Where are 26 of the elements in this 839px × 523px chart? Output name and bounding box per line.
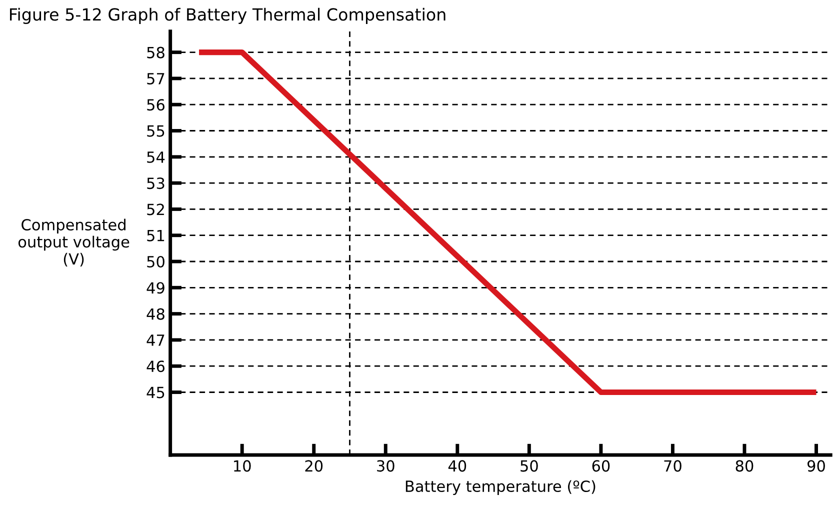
- x-tick-label: 40: [448, 460, 466, 472]
- y-tick-label: 54: [147, 152, 165, 163]
- chart-title: Figure 5-12 Graph of Battery Thermal Compensation: [10, 8, 446, 24]
- x-tick-label: 60: [592, 460, 610, 472]
- y-tick-label: 45: [146, 386, 164, 398]
- y-tick-label: 47: [146, 334, 164, 346]
- y-tick-label: 49: [146, 282, 164, 294]
- y-tick-label: 46: [146, 360, 164, 372]
- x-tick-label: 20: [305, 460, 323, 472]
- x-tick-label: 80: [736, 460, 754, 472]
- y-tick-label: 58: [147, 46, 164, 58]
- x-tick-label: 90: [807, 460, 825, 472]
- x-tick-label: 70: [664, 460, 682, 472]
- x-tick-label: 50: [520, 460, 538, 472]
- y-tick-label: 51: [147, 230, 164, 242]
- y-tick-label: 56: [147, 99, 164, 111]
- x-tick-label: 30: [377, 460, 394, 472]
- y-tick-label: 48: [146, 308, 164, 320]
- y-axis-title: Compensated output voltage (V): [18, 218, 130, 267]
- x-tick-label: 10: [234, 460, 251, 472]
- y-tick-label: 55: [147, 125, 164, 137]
- y-tick-label: 57: [147, 73, 164, 84]
- y-tick-label: 50: [147, 256, 164, 268]
- y-tick-label: 52: [147, 204, 164, 216]
- x-axis-title: Battery temperature (ºC): [406, 480, 596, 495]
- y-tick-label: 53: [147, 178, 164, 190]
